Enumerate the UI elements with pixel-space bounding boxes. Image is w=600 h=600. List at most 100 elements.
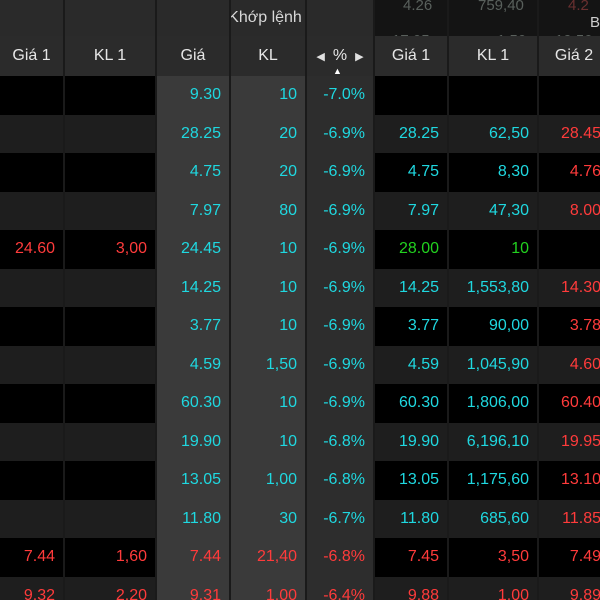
ask-vol1-cell: 1,553,80 — [449, 268, 537, 307]
table-row[interactable]: 4.75 20 -6.9% 4.75 8,30 4.76 — [0, 153, 600, 192]
bid-price1-cell — [0, 422, 63, 461]
match-pct-cell: -6.9% — [307, 268, 373, 307]
ask-price2-cell: 3.78 — [539, 307, 600, 346]
bid-vol1-cell — [65, 153, 155, 192]
col-label: Giá 1 — [391, 47, 431, 64]
bid-vol1-cell: 2,20 — [65, 576, 155, 600]
bid-price1-cell — [0, 345, 63, 384]
match-pct-cell: -6.4% — [307, 576, 373, 600]
ask-vol1-cell: 6,196,10 — [449, 422, 537, 461]
match-price-cell: 24.45 — [157, 230, 229, 269]
match-price-cell: 19.90 — [157, 422, 229, 461]
col-ask-price1[interactable]: Giá 1 — [375, 36, 447, 76]
column-divider — [63, 0, 65, 600]
table-row[interactable]: 4.59 1,50 -6.9% 4.59 1,045,90 4.60 — [0, 345, 600, 384]
ask-vol1-cell: 1,175,60 — [449, 461, 537, 500]
col-bid-price1[interactable]: Giá 1 — [0, 36, 63, 76]
ask-vol1-cell: 8,30 — [449, 153, 537, 192]
column-divider — [155, 0, 157, 600]
table-row[interactable]: 13.05 1,00 -6.8% 13.05 1,175,60 13.10 — [0, 461, 600, 500]
bid-price1-cell — [0, 268, 63, 307]
match-pct-cell: -6.8% — [307, 422, 373, 461]
ask-vol1-cell: 685,60 — [449, 499, 537, 538]
col-ask-vol1[interactable]: KL 1 — [449, 36, 537, 76]
match-price-cell: 9.31 — [157, 576, 229, 600]
table-row[interactable]: 11.80 30 -6.7% 11.80 685,60 11.85 — [0, 499, 600, 538]
table-row[interactable]: 28.25 20 -6.9% 28.25 62,50 28.45 — [0, 114, 600, 153]
scroll-ghost-text: B — [590, 14, 600, 31]
bid-vol1-cell — [65, 268, 155, 307]
col-label: KL — [258, 47, 278, 64]
ask-price1-cell: 4.59 — [375, 345, 447, 384]
ask-price2-cell: 11.85 — [539, 499, 600, 538]
bid-vol1-cell — [65, 76, 155, 115]
ask-price2-cell: 4.60 — [539, 345, 600, 384]
table-row[interactable]: 7.97 80 -6.9% 7.97 47,30 8.00 — [0, 191, 600, 230]
ask-price2-cell: 8.00 — [539, 191, 600, 230]
bid-vol1-cell — [65, 345, 155, 384]
ask-price2-cell: 7.49 — [539, 538, 600, 577]
bid-price1-cell — [0, 153, 63, 192]
match-vol-cell: 20 — [231, 114, 305, 153]
ask-price2-cell: 9.89 — [539, 576, 600, 600]
ask-price2-cell: 60.40 — [539, 384, 600, 423]
col-match-price[interactable]: Giá — [157, 36, 229, 76]
table-row[interactable]: 60.30 10 -6.9% 60.30 1,806,00 60.40 — [0, 384, 600, 423]
bid-vol1-cell — [65, 422, 155, 461]
match-group-title: Khớp lệnh — [157, 0, 373, 36]
match-pct-cell: -6.8% — [307, 461, 373, 500]
table-row[interactable]: 19.90 10 -6.8% 19.90 6,196,10 19.95 — [0, 422, 600, 461]
arrow-left-icon[interactable]: ◀ — [316, 50, 325, 63]
match-price-cell: 60.30 — [157, 384, 229, 423]
col-bid-vol1[interactable]: KL 1 — [65, 36, 155, 76]
col-match-pct[interactable]: ◀ % ▶ — [307, 36, 373, 76]
match-pct-cell: -6.8% — [307, 538, 373, 577]
col-label: Giá 1 — [12, 47, 51, 64]
table-row[interactable]: 3.77 10 -6.9% 3.77 90,00 3.78 — [0, 307, 600, 346]
ask-price1-cell: 9.88 — [375, 576, 447, 600]
ask-price1-cell: 11.80 — [375, 499, 447, 538]
bid-vol1-cell: 3,00 — [65, 230, 155, 269]
col-label: KL 1 — [476, 47, 510, 64]
match-vol-cell: 1,00 — [231, 576, 305, 600]
match-vol-cell: 21,40 — [231, 538, 305, 577]
bid-price1-cell: 24.60 — [0, 230, 63, 269]
column-divider — [229, 0, 231, 600]
column-divider — [373, 0, 375, 600]
match-pct-cell: -6.9% — [307, 191, 373, 230]
ask-price2-cell — [539, 76, 600, 115]
match-pct-cell: -6.9% — [307, 384, 373, 423]
ask-price2-cell: 28.45 — [539, 114, 600, 153]
table-row[interactable]: 9.30 10 -7.0% — [0, 76, 600, 115]
ask-price2-cell — [539, 230, 600, 269]
sort-indicator-icon: ▲ — [333, 66, 342, 76]
ask-price1-cell: 4.75 — [375, 153, 447, 192]
bid-price1-cell — [0, 499, 63, 538]
ask-price1-cell: 7.97 — [375, 191, 447, 230]
col-match-vol[interactable]: KL — [231, 36, 305, 76]
table-row[interactable]: 14.25 10 -6.9% 14.25 1,553,80 14.30 — [0, 268, 600, 307]
match-price-cell: 9.30 — [157, 76, 229, 115]
ask-price2-cell: 19.95 — [539, 422, 600, 461]
ask-vol1-cell: 1,806,00 — [449, 384, 537, 423]
bid-price1-cell: 7.44 — [0, 538, 63, 577]
match-price-cell: 7.44 — [157, 538, 229, 577]
arrow-right-icon[interactable]: ▶ — [355, 50, 364, 63]
col-ask-price2[interactable]: Giá 2 — [539, 36, 600, 76]
match-price-cell: 3.77 — [157, 307, 229, 346]
table-row[interactable]: 24.60 3,00 24.45 10 -6.9% 28.00 10 — [0, 230, 600, 269]
match-vol-cell: 10 — [231, 307, 305, 346]
match-pct-cell: -6.9% — [307, 114, 373, 153]
column-divider — [537, 0, 539, 600]
scroll-ghost-text: 4.26 — [403, 0, 433, 14]
bid-vol1-cell — [65, 461, 155, 500]
match-vol-cell: 1,50 — [231, 345, 305, 384]
match-vol-cell: 10 — [231, 422, 305, 461]
table-row[interactable]: 7.44 1,60 7.44 21,40 -6.8% 7.45 3,50 7.4… — [0, 538, 600, 577]
match-pct-cell: -6.7% — [307, 499, 373, 538]
col-label: % — [332, 47, 348, 64]
match-price-cell: 11.80 — [157, 499, 229, 538]
table-row[interactable]: 9.32 2,20 9.31 1,00 -6.4% 9.88 1,00 9.89 — [0, 576, 600, 600]
match-vol-cell: 10 — [231, 230, 305, 269]
bid-vol1-cell: 1,60 — [65, 538, 155, 577]
